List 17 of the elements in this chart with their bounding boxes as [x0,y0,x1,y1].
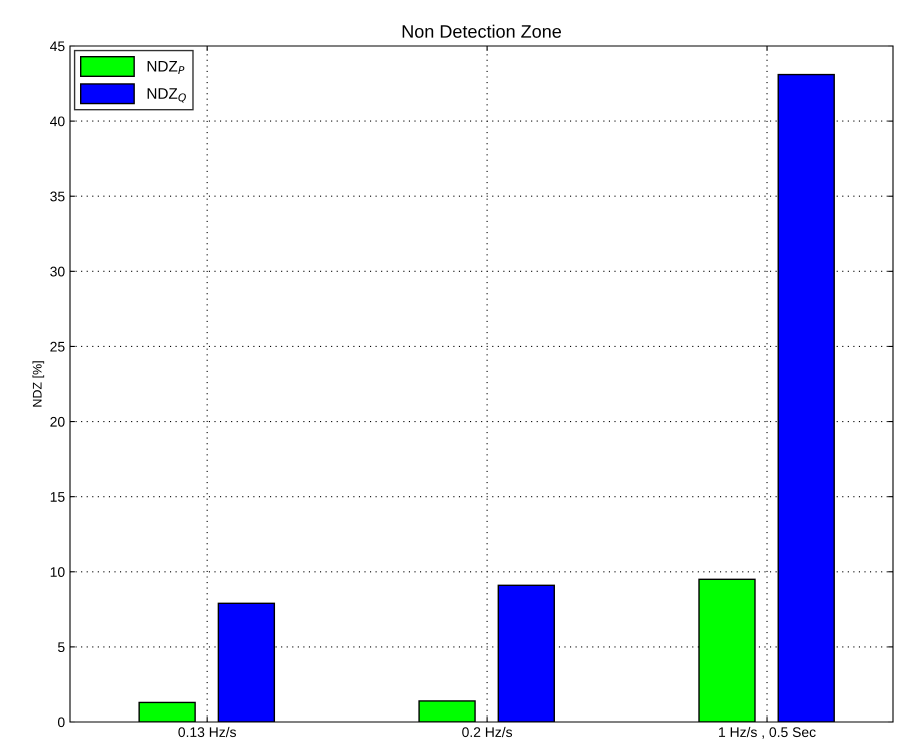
legend-label: NDZ$_{P}$ [148,60,184,74]
y-tick-label: 25 [50,342,65,352]
y-tick-label: 20 [50,416,65,427]
y-tick-label: 30 [50,266,65,277]
x-tick-label: 0.2 Hz/s [462,726,512,738]
y-axis-title: NDZ [%] [32,361,44,407]
y-tick-label: 5 [58,642,65,652]
legend-label: NDZ$_{Q}$ [148,88,186,103]
y-tick-label: 45 [50,41,65,52]
y-tick-label: 40 [50,116,65,126]
x-tick-label: 1 Hz/s , 0.5 Sec [719,726,816,739]
x-tick-label: 0.13 Hz/s [178,726,236,738]
y-tick-label: 10 [50,567,65,577]
y-tick-label: 15 [50,492,65,502]
y-tick-label: 35 [50,192,65,202]
chart-title: Non Detection Zone [402,24,561,38]
y-tick-label: 0 [58,717,65,728]
